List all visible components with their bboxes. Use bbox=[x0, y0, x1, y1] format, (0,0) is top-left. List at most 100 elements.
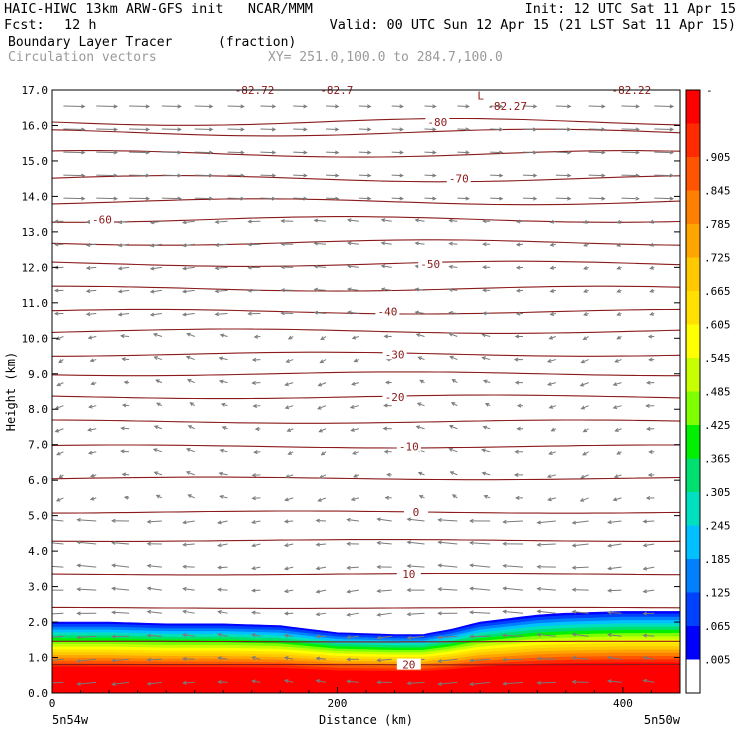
y-tick-label-9: 9.0 bbox=[28, 368, 48, 381]
circulation-vector-368 bbox=[280, 241, 294, 247]
circulation-vector-313 bbox=[347, 310, 359, 315]
circulation-vector-141 bbox=[315, 518, 327, 523]
circulation-vector-312 bbox=[313, 310, 327, 315]
circulation-vector-119 bbox=[217, 543, 228, 548]
colorbar-label-6: .545 bbox=[704, 352, 731, 365]
circulation-vector-307 bbox=[149, 312, 162, 317]
circulation-vector-43 bbox=[217, 632, 228, 637]
circulation-vector-143 bbox=[376, 517, 392, 522]
circulation-vector-444 bbox=[293, 150, 308, 155]
circulation-vector-134 bbox=[76, 517, 97, 522]
circulation-vector-46 bbox=[315, 634, 327, 639]
colorbar-swatch-16 bbox=[686, 626, 700, 660]
isotherm-label-bg-0 bbox=[396, 658, 421, 670]
circulation-vector-448 bbox=[424, 150, 437, 155]
circulation-vector-433 bbox=[555, 173, 572, 178]
circulation-vector-458 bbox=[129, 127, 151, 132]
circulation-vector-485 bbox=[391, 104, 404, 109]
circulation-vector-422 bbox=[194, 173, 214, 178]
circulation-vector-186 bbox=[546, 474, 556, 479]
circulation-vector-126 bbox=[437, 540, 458, 545]
isotherm-line-21 bbox=[52, 128, 680, 137]
circulation-vector-261 bbox=[514, 380, 524, 385]
isotherm-line-3 bbox=[52, 572, 680, 576]
circulation-vector-71 bbox=[502, 609, 524, 614]
circulation-vector-175 bbox=[185, 471, 195, 476]
circulation-vector-213 bbox=[187, 425, 195, 430]
colorbar-swatch-0 bbox=[686, 90, 700, 124]
circulation-vector-489 bbox=[522, 104, 538, 109]
circulation-vector-351 bbox=[347, 264, 359, 269]
circulation-vector-254 bbox=[284, 382, 294, 387]
circulation-vector-304 bbox=[54, 311, 64, 316]
circulation-vector-419 bbox=[96, 173, 119, 178]
circulation-vector-39 bbox=[76, 635, 97, 640]
circulation-vector-251 bbox=[186, 379, 195, 384]
y-tick-label-17: 17.0 bbox=[22, 84, 49, 97]
circulation-vector-405 bbox=[260, 196, 277, 201]
y-tick-label-3: 3.0 bbox=[28, 581, 48, 594]
circulation-vector-394 bbox=[515, 219, 524, 224]
circulation-vector-64 bbox=[283, 611, 294, 616]
circulation-vector-407 bbox=[326, 196, 340, 201]
circulation-vector-235 bbox=[284, 405, 294, 410]
circulation-vector-449 bbox=[457, 150, 470, 155]
isotherm-label-10: -80 bbox=[427, 116, 447, 129]
circulation-vector-363 bbox=[117, 243, 130, 248]
circulation-vector-300 bbox=[548, 335, 556, 340]
circulation-vector-272 bbox=[251, 357, 261, 362]
circulation-vector-210 bbox=[87, 427, 97, 432]
isotherm-line-4 bbox=[52, 539, 680, 542]
forecast-value: 12 h bbox=[64, 17, 97, 33]
circulation-vector-181 bbox=[386, 472, 392, 477]
circulation-vector-41 bbox=[146, 633, 162, 638]
circulation-vector-208 bbox=[648, 449, 655, 454]
circulation-vector-15 bbox=[536, 680, 556, 685]
circulation-vector-217 bbox=[318, 428, 327, 433]
circulation-vector-450 bbox=[490, 150, 504, 155]
circulation-vector-44 bbox=[251, 633, 261, 638]
colorbar-swatch-13 bbox=[686, 525, 700, 560]
x-tick-label-1: 200 bbox=[328, 697, 348, 710]
circulation-vector-8 bbox=[315, 679, 327, 684]
y-tick-label-7: 7.0 bbox=[28, 439, 48, 452]
circulation-vector-438 bbox=[96, 150, 119, 155]
circulation-vector-18 bbox=[642, 678, 655, 683]
circulation-vector-309 bbox=[214, 312, 228, 317]
circulation-vector-278 bbox=[449, 355, 458, 361]
circulation-vector-93 bbox=[607, 588, 622, 593]
circulation-vector-434 bbox=[588, 173, 606, 178]
circulation-vector-80 bbox=[182, 586, 195, 592]
isotherm-line-15 bbox=[52, 260, 680, 267]
circulation-vector-290 bbox=[219, 333, 228, 338]
circulation-vector-100 bbox=[217, 565, 228, 570]
circulation-vector-220 bbox=[415, 425, 425, 430]
circulation-vector-1 bbox=[76, 681, 97, 686]
circulation-vector-463 bbox=[293, 127, 308, 132]
circulation-vector-393 bbox=[482, 219, 491, 224]
x-axis-label: Distance (km) bbox=[319, 713, 413, 727]
circulation-vector-102 bbox=[283, 566, 294, 571]
circulation-vector-56 bbox=[642, 633, 655, 638]
isotherm-label-2: 0 bbox=[413, 506, 420, 519]
circulation-vector-233 bbox=[220, 402, 228, 407]
y-tick-label-13: 13.0 bbox=[22, 226, 49, 239]
circulation-vector-472 bbox=[588, 127, 606, 132]
circulation-vector-167 bbox=[547, 497, 556, 502]
circulation-vector-362 bbox=[85, 242, 97, 247]
circulation-vector-10 bbox=[376, 680, 392, 685]
circulation-vector-375 bbox=[515, 242, 524, 247]
colorbar-label-2: .785 bbox=[704, 218, 731, 231]
circulation-vector-297 bbox=[448, 332, 458, 337]
isotherm-line-5 bbox=[52, 510, 680, 514]
circulation-vector-19 bbox=[52, 658, 64, 661]
isotherm-label-8: -60 bbox=[92, 213, 112, 226]
y-tick-label-15: 15.0 bbox=[22, 155, 49, 168]
circulation-vector-138 bbox=[217, 520, 228, 525]
circulation-vector-383 bbox=[149, 220, 162, 225]
circulation-vector-38 bbox=[52, 635, 64, 638]
circulation-vector-108 bbox=[469, 563, 491, 568]
y-tick-label-2: 2.0 bbox=[28, 616, 48, 629]
circulation-vector-360 bbox=[649, 265, 655, 270]
circulation-vector-289 bbox=[186, 332, 195, 337]
